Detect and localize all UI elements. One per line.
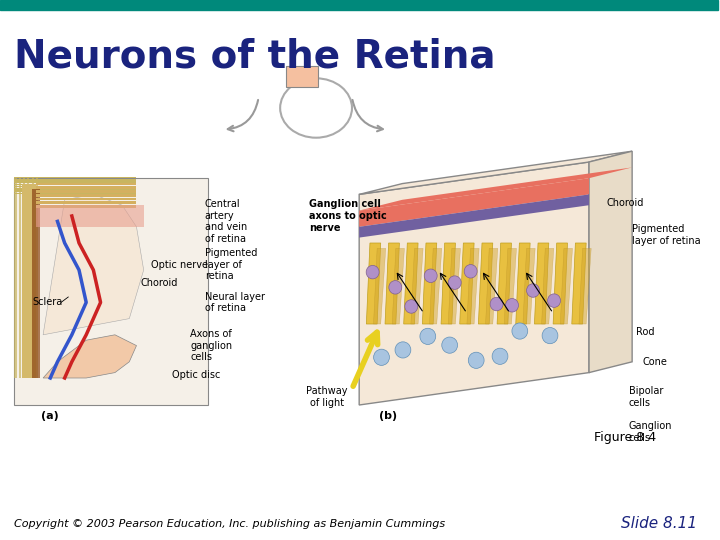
Polygon shape <box>449 248 461 324</box>
Ellipse shape <box>492 348 508 364</box>
Text: Copyright © 2003 Pearson Education, Inc. publishing as Benjamin Cummings: Copyright © 2003 Pearson Education, Inc.… <box>14 519 446 529</box>
Bar <box>36 201 137 204</box>
Polygon shape <box>404 243 418 324</box>
Text: (a): (a) <box>42 411 59 421</box>
Bar <box>36 186 137 189</box>
Polygon shape <box>504 248 516 324</box>
Bar <box>36 198 137 200</box>
Polygon shape <box>359 194 589 238</box>
Polygon shape <box>359 167 632 211</box>
Polygon shape <box>589 151 632 373</box>
Text: Optic nerve: Optic nerve <box>151 260 208 269</box>
Polygon shape <box>385 243 400 324</box>
Text: (b): (b) <box>379 411 397 421</box>
Bar <box>23 178 25 378</box>
Bar <box>0 0 719 10</box>
Polygon shape <box>572 243 586 324</box>
Bar <box>14 191 137 192</box>
FancyBboxPatch shape <box>22 184 36 378</box>
Polygon shape <box>467 248 479 324</box>
Bar <box>14 179 137 180</box>
Ellipse shape <box>420 328 436 345</box>
Polygon shape <box>579 248 591 324</box>
Ellipse shape <box>405 300 418 313</box>
Bar <box>14 184 137 185</box>
Text: Ganglion cell
axons to optic
nerve: Ganglion cell axons to optic nerve <box>309 199 387 233</box>
FancyBboxPatch shape <box>286 66 318 87</box>
Bar <box>36 183 137 185</box>
Polygon shape <box>430 248 442 324</box>
Ellipse shape <box>395 342 411 358</box>
Text: Neural layer
of retina: Neural layer of retina <box>204 292 265 313</box>
Polygon shape <box>359 178 589 227</box>
Text: Choroid: Choroid <box>607 198 644 207</box>
Text: Pigmented
layer of
retina: Pigmented layer of retina <box>204 248 257 281</box>
Bar <box>36 178 38 378</box>
Bar <box>14 186 137 187</box>
Text: Pigmented
layer of retina: Pigmented layer of retina <box>632 224 701 246</box>
Polygon shape <box>359 151 632 194</box>
Polygon shape <box>43 194 144 335</box>
Bar <box>14 177 137 178</box>
Bar <box>36 190 137 193</box>
FancyBboxPatch shape <box>14 178 208 405</box>
Polygon shape <box>560 248 572 324</box>
Text: Ganglion
cells: Ganglion cells <box>629 421 672 443</box>
Bar <box>14 188 137 190</box>
Polygon shape <box>374 248 386 324</box>
Ellipse shape <box>449 276 462 289</box>
Ellipse shape <box>389 281 402 294</box>
Bar <box>36 205 137 208</box>
Text: Slide 8.11: Slide 8.11 <box>621 516 697 531</box>
Text: Rod: Rod <box>636 327 654 337</box>
Ellipse shape <box>468 352 484 368</box>
Ellipse shape <box>490 298 503 311</box>
Polygon shape <box>366 243 381 324</box>
FancyBboxPatch shape <box>32 189 40 378</box>
Polygon shape <box>423 243 437 324</box>
Ellipse shape <box>424 269 437 282</box>
Polygon shape <box>534 243 549 324</box>
Ellipse shape <box>542 327 558 343</box>
Bar <box>14 181 137 183</box>
Text: Optic disc: Optic disc <box>172 370 221 380</box>
Polygon shape <box>441 243 456 324</box>
Bar <box>19 178 21 378</box>
Polygon shape <box>516 243 530 324</box>
Text: Axons of
ganglion
cells: Axons of ganglion cells <box>190 329 233 362</box>
Polygon shape <box>485 248 498 324</box>
Text: Sclera: Sclera <box>32 298 63 307</box>
Text: Cone: Cone <box>643 357 667 367</box>
Ellipse shape <box>374 349 390 366</box>
Polygon shape <box>392 248 405 324</box>
Polygon shape <box>359 162 589 405</box>
Bar <box>14 193 137 194</box>
Ellipse shape <box>512 323 528 339</box>
Polygon shape <box>43 335 137 378</box>
FancyBboxPatch shape <box>36 205 144 227</box>
Ellipse shape <box>366 265 379 279</box>
Text: Figure 8.4: Figure 8.4 <box>594 431 656 444</box>
Text: Choroid: Choroid <box>140 279 177 288</box>
Text: Bipolar
cells: Bipolar cells <box>629 386 663 408</box>
Bar <box>32 178 34 378</box>
Bar <box>27 178 30 378</box>
Polygon shape <box>541 248 554 324</box>
Polygon shape <box>497 243 511 324</box>
Polygon shape <box>478 243 492 324</box>
Polygon shape <box>411 248 423 324</box>
Ellipse shape <box>442 337 458 353</box>
Text: Pathway
of light: Pathway of light <box>306 386 348 408</box>
Ellipse shape <box>464 265 477 278</box>
Bar <box>36 194 137 197</box>
Bar <box>14 178 17 378</box>
Ellipse shape <box>548 294 561 307</box>
Ellipse shape <box>505 299 518 312</box>
Polygon shape <box>553 243 567 324</box>
Text: Neurons of the Retina: Neurons of the Retina <box>14 38 496 76</box>
Polygon shape <box>523 248 535 324</box>
Text: Central
artery
and vein
of retina: Central artery and vein of retina <box>204 199 247 244</box>
Ellipse shape <box>526 284 539 298</box>
Polygon shape <box>460 243 474 324</box>
